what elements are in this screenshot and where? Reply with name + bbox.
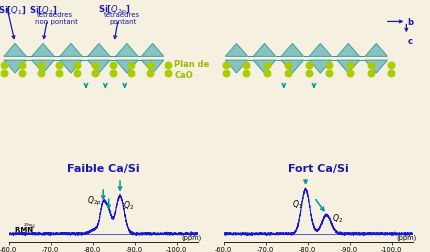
Point [1, 71, 8, 75]
Polygon shape [88, 44, 110, 57]
Polygon shape [253, 61, 276, 74]
Title: Fort Ca/Si: Fort Ca/Si [288, 163, 349, 173]
Point [110, 64, 117, 68]
Point [284, 71, 291, 75]
Polygon shape [281, 61, 304, 74]
Point [128, 71, 135, 75]
Point [367, 71, 374, 75]
Point [243, 71, 250, 75]
Point [37, 64, 44, 68]
Text: non pontant: non pontant [35, 19, 78, 25]
Point [164, 71, 171, 75]
Text: $Q_{2p}$: $Q_{2p}$ [87, 194, 102, 207]
Title: Faible Ca/Si: Faible Ca/Si [67, 163, 139, 173]
Point [92, 71, 98, 75]
Point [19, 71, 26, 75]
Point [388, 64, 395, 68]
Polygon shape [225, 44, 248, 57]
Point [37, 71, 44, 75]
Point [264, 64, 270, 68]
Text: b: b [407, 18, 413, 27]
Polygon shape [365, 44, 387, 57]
Point [367, 64, 374, 68]
Text: $Q_2$: $Q_2$ [332, 212, 343, 224]
Polygon shape [337, 44, 359, 57]
Point [1, 64, 8, 68]
Point [92, 64, 98, 68]
Text: tétraèdres: tétraèdres [104, 12, 140, 18]
Point [264, 71, 270, 75]
Polygon shape [116, 44, 138, 57]
Polygon shape [309, 61, 332, 74]
Point [74, 71, 80, 75]
Point [55, 64, 62, 68]
Text: c: c [407, 37, 412, 45]
Point [110, 71, 117, 75]
Point [146, 64, 153, 68]
Point [326, 71, 333, 75]
Polygon shape [365, 61, 387, 74]
Text: RMN: RMN [15, 226, 36, 232]
Polygon shape [253, 44, 276, 57]
Polygon shape [141, 44, 164, 57]
Point [347, 71, 353, 75]
Point [305, 71, 312, 75]
Point [128, 64, 135, 68]
Polygon shape [60, 44, 82, 57]
Text: pontant: pontant [110, 19, 137, 25]
Point [19, 64, 26, 68]
Polygon shape [32, 44, 54, 57]
Point [222, 71, 229, 75]
Text: tétraèdres: tétraèdres [37, 12, 73, 18]
Point [326, 64, 333, 68]
Text: $Q_1$: $Q_1$ [292, 197, 303, 210]
Text: Si[$Q_{2p}$]: Si[$Q_{2p}$] [98, 4, 130, 17]
Text: (ppm): (ppm) [397, 234, 417, 240]
Polygon shape [309, 44, 332, 57]
Text: $^{29}$Si: $^{29}$Si [23, 221, 36, 230]
Point [305, 64, 312, 68]
Polygon shape [337, 61, 359, 74]
Polygon shape [4, 44, 26, 57]
Point [243, 64, 250, 68]
Point [164, 64, 171, 68]
Polygon shape [60, 61, 82, 74]
Text: Plan de
CaO: Plan de CaO [174, 59, 209, 80]
Point [55, 71, 62, 75]
Point [222, 64, 229, 68]
Point [347, 64, 353, 68]
Point [284, 64, 291, 68]
Text: Si[$Q_1$]: Si[$Q_1$] [0, 4, 26, 16]
Point [146, 71, 153, 75]
Polygon shape [4, 61, 26, 74]
Text: (ppm): (ppm) [182, 234, 202, 240]
Polygon shape [116, 61, 138, 74]
Text: $Q_2$: $Q_2$ [123, 198, 134, 211]
Polygon shape [225, 61, 248, 74]
Text: Si[$Q_2$]: Si[$Q_2$] [29, 4, 57, 16]
Point [74, 64, 80, 68]
Polygon shape [281, 44, 304, 57]
Polygon shape [32, 61, 54, 74]
Point [388, 71, 395, 75]
Polygon shape [141, 61, 164, 74]
Polygon shape [88, 61, 110, 74]
